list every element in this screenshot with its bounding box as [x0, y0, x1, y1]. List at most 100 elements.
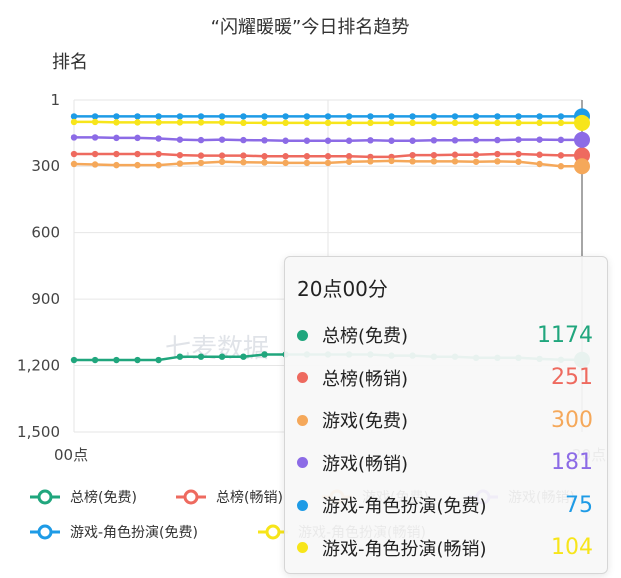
data-point[interactable] [70, 134, 78, 141]
data-point[interactable] [176, 119, 184, 126]
data-point[interactable] [134, 119, 141, 126]
data-point[interactable] [197, 152, 205, 159]
data-point[interactable] [261, 137, 268, 144]
data-point[interactable] [536, 160, 543, 168]
legend-label[interactable]: 总榜(畅销) [216, 489, 283, 506]
data-point[interactable] [218, 152, 226, 159]
data-point[interactable] [536, 113, 543, 120]
data-point[interactable] [91, 113, 99, 120]
data-point[interactable] [218, 119, 226, 126]
data-point[interactable] [472, 113, 480, 120]
data-point[interactable] [155, 113, 162, 120]
data-point[interactable] [451, 119, 459, 127]
data-point[interactable] [113, 356, 120, 364]
data-point[interactable] [134, 161, 141, 169]
data-point[interactable] [134, 356, 141, 364]
data-point[interactable] [134, 113, 141, 120]
data-point[interactable] [494, 113, 501, 120]
data-point[interactable] [557, 136, 565, 144]
data-point[interactable] [409, 158, 416, 165]
data-point[interactable] [388, 119, 395, 127]
data-point[interactable] [176, 353, 184, 360]
data-point[interactable] [515, 119, 522, 127]
data-point[interactable] [240, 159, 247, 166]
data-point[interactable] [261, 113, 268, 120]
data-point[interactable] [472, 151, 480, 158]
data-point[interactable] [367, 153, 374, 161]
data-point[interactable] [367, 158, 374, 165]
data-point[interactable] [113, 119, 120, 126]
data-point[interactable] [155, 150, 162, 158]
data-point[interactable] [113, 113, 120, 120]
data-point[interactable] [367, 113, 374, 120]
data-point[interactable] [515, 158, 522, 165]
data-point[interactable] [388, 113, 395, 120]
data-point[interactable] [282, 137, 289, 144]
data-point[interactable] [324, 153, 332, 160]
data-point[interactable] [409, 119, 416, 127]
legend-marker[interactable] [265, 524, 281, 540]
data-point[interactable] [430, 137, 438, 144]
data-point[interactable] [155, 135, 162, 142]
data-point[interactable] [91, 161, 99, 168]
data-point[interactable] [113, 134, 120, 142]
data-point[interactable] [197, 159, 205, 167]
data-point[interactable] [451, 151, 459, 158]
data-point[interactable] [240, 136, 247, 144]
data-point[interactable] [557, 163, 565, 170]
data-point[interactable] [261, 159, 268, 166]
data-point[interactable] [261, 153, 268, 160]
data-point[interactable] [197, 113, 205, 120]
data-point[interactable] [261, 351, 268, 358]
data-point[interactable] [494, 119, 501, 127]
data-point[interactable] [472, 119, 480, 127]
data-point[interactable] [218, 136, 226, 143]
data-point[interactable] [515, 150, 522, 158]
data-point[interactable] [324, 159, 332, 167]
data-point[interactable] [70, 113, 78, 120]
data-point[interactable] [134, 134, 141, 142]
data-point[interactable] [282, 159, 289, 167]
data-point[interactable] [345, 113, 353, 120]
data-point[interactable] [261, 119, 268, 127]
data-point[interactable] [515, 113, 522, 120]
data-point[interactable] [70, 150, 78, 158]
active-point[interactable] [574, 131, 590, 148]
data-point[interactable] [557, 113, 565, 120]
data-point[interactable] [303, 113, 311, 120]
data-point[interactable] [472, 158, 480, 165]
data-point[interactable] [303, 159, 311, 167]
data-point[interactable] [176, 160, 184, 167]
data-point[interactable] [345, 119, 353, 127]
data-point[interactable] [451, 113, 459, 120]
data-point[interactable] [70, 118, 78, 126]
data-point[interactable] [515, 136, 522, 143]
data-point[interactable] [536, 151, 543, 158]
data-point[interactable] [430, 158, 438, 165]
data-point[interactable] [240, 113, 247, 120]
data-point[interactable] [113, 150, 120, 158]
data-point[interactable] [303, 119, 311, 127]
data-point[interactable] [409, 151, 416, 159]
active-point[interactable] [574, 158, 590, 175]
data-point[interactable] [155, 161, 162, 169]
data-point[interactable] [536, 119, 543, 127]
data-point[interactable] [91, 150, 99, 158]
data-point[interactable] [409, 113, 416, 120]
data-point[interactable] [430, 119, 438, 127]
data-point[interactable] [430, 151, 438, 159]
data-point[interactable] [240, 353, 247, 360]
data-point[interactable] [536, 136, 543, 143]
data-point[interactable] [218, 158, 226, 165]
data-point[interactable] [367, 137, 374, 144]
data-point[interactable] [218, 113, 226, 120]
legend-marker[interactable] [37, 524, 53, 540]
data-point[interactable] [324, 113, 332, 120]
data-point[interactable] [494, 136, 501, 144]
data-point[interactable] [451, 158, 459, 165]
legend-label[interactable]: 游戏-角色扮演(免费) [70, 524, 198, 541]
data-point[interactable] [70, 356, 78, 364]
data-point[interactable] [557, 119, 565, 127]
data-point[interactable] [197, 119, 205, 126]
active-point[interactable] [574, 114, 590, 131]
